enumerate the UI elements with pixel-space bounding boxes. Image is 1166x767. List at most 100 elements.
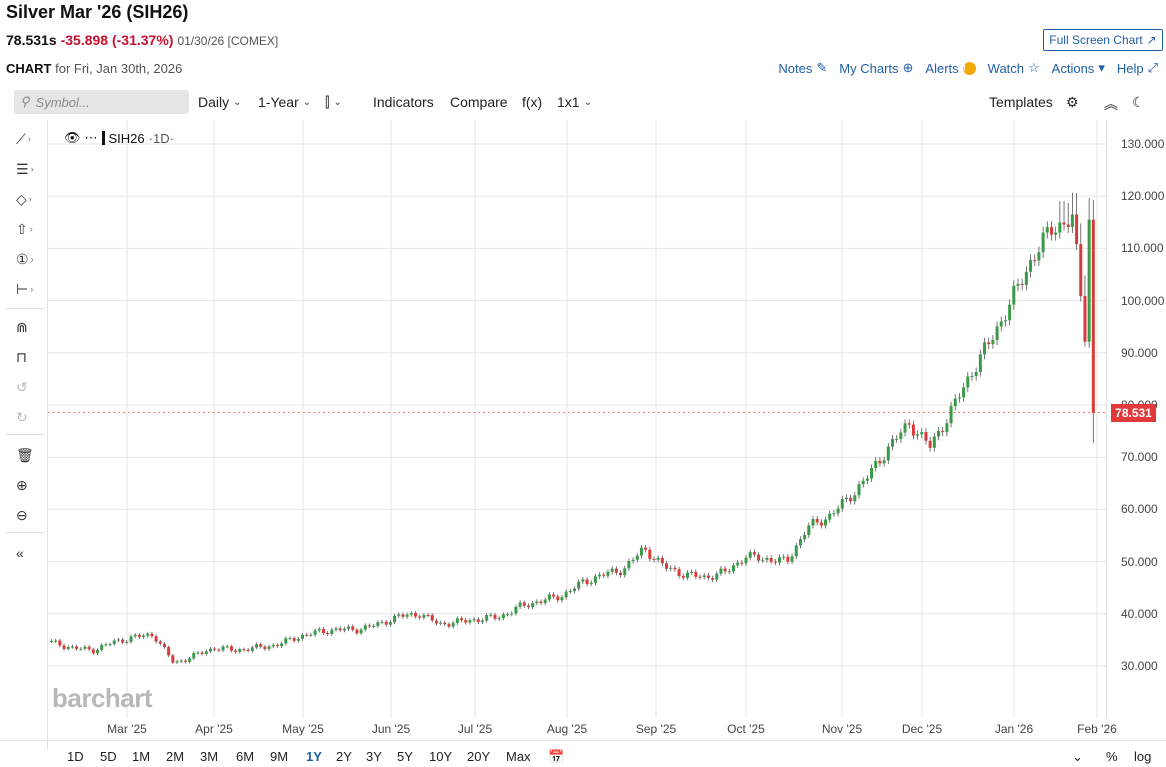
candle <box>949 401 953 428</box>
candle <box>259 642 263 649</box>
calendar-icon[interactable]: 📅 <box>548 749 565 764</box>
candle <box>104 642 108 647</box>
range-button-20y[interactable]: 20Y <box>467 749 491 764</box>
candle <box>543 597 547 606</box>
candle <box>1003 315 1007 327</box>
range-button-3y[interactable]: 3Y <box>366 749 382 764</box>
candle <box>334 626 338 632</box>
dark-mode-moon-icon[interactable]: ☾ <box>1132 94 1145 110</box>
range-button-max[interactable]: Max <box>506 749 531 764</box>
log-toggle[interactable]: log <box>1134 749 1152 764</box>
help-link[interactable]: Help ⤢ <box>1117 60 1158 76</box>
candle <box>853 491 857 505</box>
fib-tool[interactable]: ☰ › <box>16 158 42 180</box>
candle <box>614 566 618 576</box>
collapse-sidebar-button[interactable]: « <box>16 542 42 564</box>
price-chart[interactable] <box>48 120 1106 718</box>
measure-tool[interactable]: ⊢ › <box>16 278 42 300</box>
candle <box>213 646 217 652</box>
candle <box>568 588 572 594</box>
chevron-down-icon: ⌄ <box>302 96 312 108</box>
arrow-tool[interactable]: ⇧ › <box>16 218 42 240</box>
candle <box>317 626 321 633</box>
candle <box>706 572 710 581</box>
candle <box>422 612 426 620</box>
magnet-tool[interactable]: ⋒ <box>16 316 42 338</box>
delete-drawings-button[interactable]: 🗑 <box>16 444 42 466</box>
trend-line-tool[interactable]: ⟋ › <box>16 128 42 150</box>
candle <box>890 435 894 451</box>
candle <box>920 428 924 439</box>
range-button-10y[interactable]: 10Y <box>429 749 453 764</box>
range-button-9m[interactable]: 9M <box>270 749 289 764</box>
layout-dropdown[interactable]: 1x1 ⌄ <box>557 94 592 110</box>
candle <box>535 599 539 606</box>
candle <box>932 432 936 452</box>
symbol-search[interactable]: ⚲ Symbol... <box>14 90 189 114</box>
candle <box>1054 226 1058 241</box>
lock-tool[interactable]: ⊓ <box>16 346 42 368</box>
search-input[interactable]: Symbol... <box>35 94 90 110</box>
undo-button[interactable]: ↺ <box>16 376 42 398</box>
candle <box>426 612 430 618</box>
more-dots-icon[interactable]: ⋯ <box>84 130 98 145</box>
annotation-tool[interactable]: ① › <box>16 248 42 270</box>
candle <box>418 614 422 620</box>
range-button-1d[interactable]: 1D <box>67 749 84 764</box>
y-tick-label: 40.000 <box>1121 606 1158 621</box>
range-button-5y[interactable]: 5Y <box>397 749 413 764</box>
percent-toggle[interactable]: % <box>1106 749 1118 764</box>
templates-button[interactable]: Templates <box>989 94 1053 110</box>
candle <box>619 570 623 578</box>
candle <box>355 627 359 636</box>
candle <box>978 349 982 377</box>
candle <box>414 610 418 619</box>
range-button-1m[interactable]: 1M <box>132 749 151 764</box>
candle <box>656 555 660 563</box>
shapes-tool[interactable]: ◇ › <box>16 188 42 210</box>
candle <box>246 648 250 653</box>
candle <box>878 457 882 467</box>
chevron-right-icon: › <box>30 254 34 264</box>
indicators-button[interactable]: Indicators <box>373 94 434 110</box>
visibility-eye-icon[interactable]: 👁 <box>64 130 81 145</box>
settings-gear-icon[interactable]: ⚙ <box>1066 94 1079 110</box>
actions-menu[interactable]: Actions ▾ <box>1052 60 1105 76</box>
candle <box>832 510 836 517</box>
range-button-1y[interactable]: 1Y <box>306 749 322 764</box>
range-button-2y[interactable]: 2Y <box>336 749 352 764</box>
range-button-6m[interactable]: 6M <box>236 749 255 764</box>
candle <box>769 555 773 565</box>
watch-link[interactable]: Watch ☆ <box>988 60 1040 76</box>
range-button-3m[interactable]: 3M <box>200 749 219 764</box>
scroll-end-icon[interactable]: ⌄ <box>1072 749 1083 764</box>
candle <box>526 603 530 610</box>
chart-type-dropdown[interactable]: ⫿ ⌄ <box>325 94 342 111</box>
star-icon: ☆ <box>1028 60 1040 75</box>
range-button-5d[interactable]: 5D <box>100 749 117 764</box>
zoom-out-button[interactable]: ⊖ <box>16 504 42 526</box>
interval-dropdown[interactable]: Daily ⌄ <box>198 94 242 110</box>
period-dropdown[interactable]: 1-Year ⌄ <box>258 94 311 110</box>
my-charts-link[interactable]: My Charts ⊕ <box>839 60 913 76</box>
redo-button[interactable]: ↻ <box>16 406 42 428</box>
sidebar-divider <box>6 308 44 309</box>
x-tick-label: Dec '25 <box>901 722 943 736</box>
candle <box>610 566 614 575</box>
candle <box>225 644 229 649</box>
zoom-in-button[interactable]: ⊕ <box>16 474 42 496</box>
candle <box>133 633 137 639</box>
candle <box>1020 278 1024 291</box>
y-tick-label: 50.000 <box>1121 554 1158 569</box>
function-button[interactable]: f(x) <box>522 94 542 110</box>
x-tick-label: Jul '25 <box>457 722 493 736</box>
collapse-up-icon[interactable]: ︽ <box>1104 96 1118 112</box>
candle <box>434 618 438 626</box>
candle <box>694 569 698 580</box>
compare-button[interactable]: Compare <box>450 94 508 110</box>
x-tick-label: Sep '25 <box>635 722 677 736</box>
full-screen-chart-button[interactable]: Full Screen Chart ↗ <box>1043 29 1163 51</box>
range-button-2m[interactable]: 2M <box>166 749 185 764</box>
notes-link[interactable]: Notes ✎ <box>778 60 827 76</box>
alerts-link[interactable]: Alerts! <box>925 61 976 76</box>
